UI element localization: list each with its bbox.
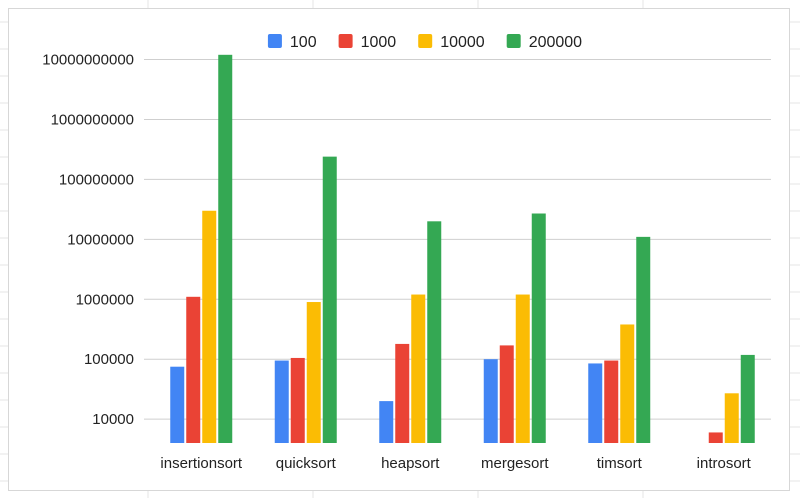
y-tick-label: 100000 <box>84 351 134 368</box>
legend-swatch <box>267 34 282 48</box>
y-tick-label: 1000000 <box>76 291 134 308</box>
legend-label: 100 <box>290 34 317 51</box>
bar[interactable] <box>218 54 233 444</box>
bar[interactable] <box>322 156 337 444</box>
legend-item[interactable]: 200000 <box>506 34 582 51</box>
y-tick-label: 100000000 <box>59 171 134 188</box>
x-category-label: timsort <box>597 455 643 472</box>
bar[interactable] <box>588 363 603 443</box>
x-category-label: introsort <box>697 455 752 472</box>
bar[interactable] <box>290 357 305 443</box>
bar[interactable] <box>411 294 426 443</box>
legend-item[interactable]: 10000 <box>418 34 485 51</box>
bar[interactable] <box>379 401 394 443</box>
x-category-label: quicksort <box>276 455 337 472</box>
bar[interactable] <box>395 343 410 443</box>
bar[interactable] <box>186 296 201 443</box>
bar[interactable] <box>515 294 530 443</box>
chart-card[interactable]: 10000 100000 1000000 10000000 100000000 10000… <box>8 8 790 491</box>
legend-label: 200000 <box>529 34 582 51</box>
bar[interactable] <box>531 213 546 443</box>
x-category-label: heapsort <box>381 455 440 472</box>
legend-item[interactable]: 100 <box>267 34 317 51</box>
y-tick-label: 10000000 <box>67 231 134 248</box>
bar[interactable] <box>202 210 217 443</box>
legend-label: 10000 <box>440 34 485 51</box>
bar-chart: 10000 100000 1000000 10000000 100000000 10000… <box>42 34 771 472</box>
legend-swatch <box>418 34 433 48</box>
bar[interactable] <box>636 236 651 443</box>
legend-item[interactable]: 1000 <box>338 34 397 51</box>
bar[interactable] <box>740 354 755 443</box>
bar[interactable] <box>499 345 514 443</box>
y-tick-label: 1000000000 <box>51 111 134 128</box>
legend-swatch <box>338 34 353 48</box>
bar[interactable] <box>170 366 185 443</box>
bar[interactable] <box>724 393 739 443</box>
bar[interactable] <box>306 302 321 443</box>
bar[interactable] <box>274 360 289 443</box>
x-category-label: insertionsort <box>160 455 243 472</box>
bar[interactable] <box>483 359 498 443</box>
bar[interactable] <box>708 432 723 443</box>
bar[interactable] <box>604 360 619 443</box>
legend-label: 1000 <box>361 34 397 51</box>
bar[interactable] <box>427 221 442 443</box>
legend-swatch <box>506 34 521 48</box>
y-tick-label: 10000000000 <box>42 52 134 69</box>
chart-legend: 100 1000 10000 200000 <box>267 34 582 51</box>
bar[interactable] <box>620 324 635 443</box>
y-tick-label: 10000 <box>92 411 134 428</box>
x-category-label: mergesort <box>481 455 549 472</box>
